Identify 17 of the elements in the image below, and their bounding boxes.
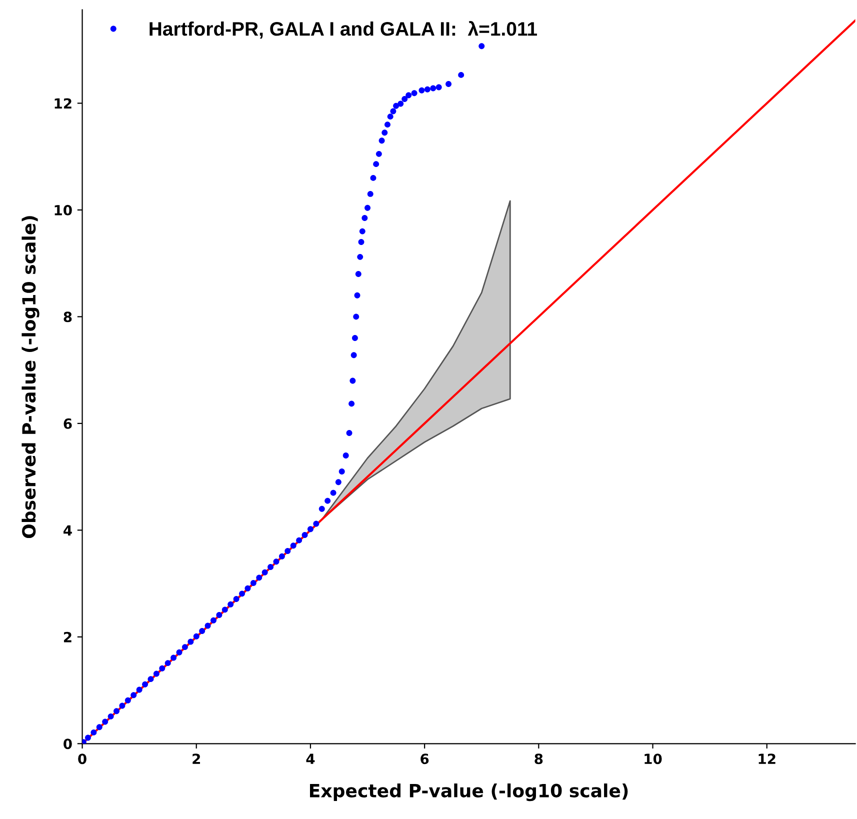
y-tick-label: 8	[64, 312, 72, 322]
y-tick-label: 10	[54, 204, 72, 216]
y-tick-label: 12	[54, 98, 72, 108]
y-tick-label: 2	[64, 632, 72, 642]
x-tick-label: 10	[644, 754, 662, 764]
y-tick-label: 0	[64, 738, 72, 750]
x-tick-label: 6	[420, 754, 429, 764]
x-axis-title: Expected P-value (-log10 scale)	[310, 783, 628, 802]
y-tick-label: 6	[64, 418, 72, 429]
legend-label: Hartford-PR, GALA I and GALA II: λ=1.011	[150, 20, 537, 39]
x-tick-label: 2	[192, 754, 200, 764]
x-tick-label: 12	[758, 754, 776, 764]
x-tick-label: 0	[78, 754, 86, 764]
x-tick-label: 4	[306, 754, 315, 764]
x-tick-label: 8	[534, 754, 543, 764]
y-tick-label: 4	[64, 525, 72, 536]
y-axis-title: Observed P-value (-log10 scale)	[22, 216, 40, 538]
